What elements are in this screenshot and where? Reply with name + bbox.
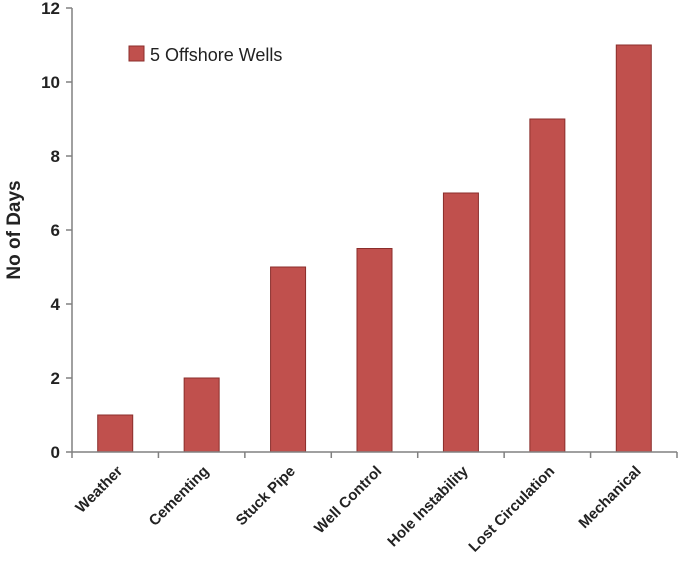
bar [270,266,307,453]
bars [97,44,652,453]
legend: 5 Offshore Wells [128,45,282,65]
x-category-label: Lost Circulation [465,463,558,556]
legend-swatch [128,45,145,62]
x-category-label: Well Control [311,463,385,537]
x-category-label: Weather [72,463,126,517]
x-axis-labels: Weather Cementing Stuck Pipe Well ControlHo… [71,452,678,556]
y-tick-label: 10 [41,73,60,92]
y-axis-ticks: 0 2 4 6 8 10 12 [41,0,72,462]
bar [183,377,220,453]
x-category-label: Stuck Pipe [233,463,299,529]
y-axis-title: No of Days [4,180,25,279]
x-category-label: Cementing [146,463,213,530]
y-tick-label: 12 [41,0,60,18]
bar [529,118,566,453]
bar [442,192,479,453]
y-tick-label: 4 [51,295,61,314]
x-category-label: Mechanical [575,463,644,532]
legend-label: 5 Offshore Wells [150,45,282,65]
y-tick-label: 2 [51,369,60,388]
y-tick-label: 6 [51,221,60,240]
bar [356,248,393,453]
y-tick-label: 0 [51,443,60,462]
y-tick-label: 8 [51,147,60,166]
bar [615,44,652,453]
x-category-label: Hole Instability [384,462,472,550]
bar [97,414,134,453]
